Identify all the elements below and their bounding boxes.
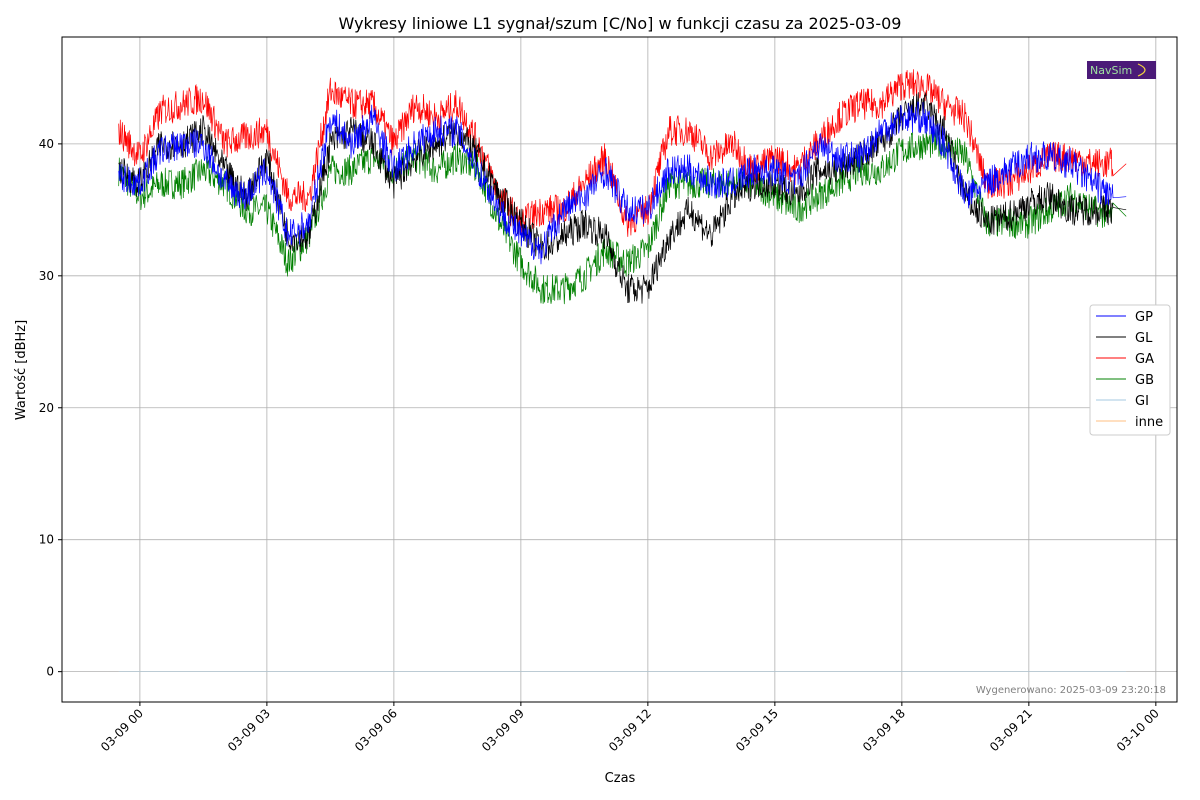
x-axis-label: Czas	[605, 771, 636, 786]
x-tick-label: 03-10 00	[1114, 706, 1162, 754]
x-tick-label: 03-09 06	[352, 706, 400, 754]
x-tick-label: 03-09 15	[733, 706, 781, 754]
y-tick-label: 10	[39, 533, 54, 547]
y-tick-label: 20	[39, 401, 54, 415]
chart-title: Wykresy liniowe L1 sygnał/szum [C/No] w …	[339, 14, 902, 33]
navsim-logo: NavSim	[1087, 61, 1156, 79]
x-tick-label: 03-09 21	[987, 706, 1035, 754]
x-tick-label: 03-09 00	[98, 706, 146, 754]
x-tick-label: 03-09 18	[860, 706, 908, 754]
x-tick-label: 03-09 09	[479, 706, 527, 754]
x-tick-label: 03-09 12	[606, 706, 654, 754]
generated-timestamp: Wygenerowano: 2025-03-09 23:20:18	[976, 685, 1166, 696]
plot-frame	[61, 36, 1178, 703]
legend-label: GL	[1135, 331, 1153, 346]
y-tick-label: 0	[46, 665, 54, 679]
legend-label: GP	[1135, 310, 1153, 325]
series-line-gb	[118, 128, 1127, 305]
legend-label: GI	[1135, 394, 1149, 409]
legend-label: GA	[1135, 352, 1154, 367]
legend: GP GL GA GB GI inne	[1089, 304, 1171, 436]
x-tick-label: 03-09 03	[225, 706, 273, 754]
svg-text:NavSim: NavSim	[1090, 64, 1132, 77]
series-line-gp	[118, 101, 1127, 265]
y-tick-label: 40	[39, 137, 54, 151]
legend-label: inne	[1135, 415, 1163, 430]
y-tick-label: 30	[39, 269, 54, 283]
y-axis-label: Wartość [dBHz]	[14, 320, 29, 420]
legend-label: GB	[1135, 373, 1154, 388]
